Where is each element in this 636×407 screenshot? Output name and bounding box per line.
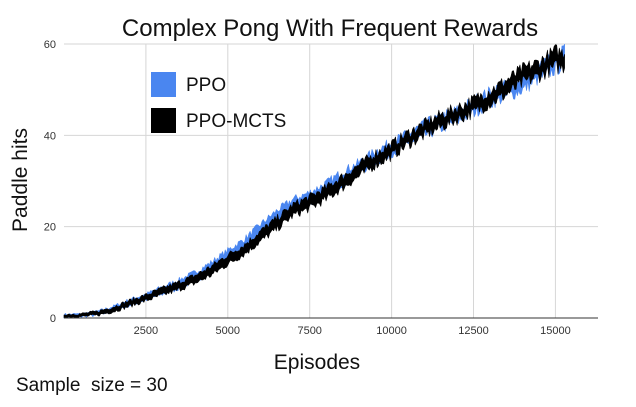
legend-label: PPO [186,75,226,96]
x-tick-label: 10000 [376,325,407,337]
legend: PPO PPO-MCTS [151,72,286,133]
chart-title: Complex Pong With Frequent Rewards [122,15,538,42]
y-tick-label: 0 [50,313,56,325]
series-band-ppo [63,43,565,319]
legend-label: PPO-MCTS [186,111,286,132]
series-bands [63,43,565,319]
y-tick-label: 40 [44,130,56,142]
legend-swatch [151,72,176,97]
x-tick-label: 15000 [540,325,571,337]
x-tick-label: 2500 [134,325,158,337]
y-tick-labels: 0 20 40 60 [44,39,56,325]
sample-size-note: Sample size = 30 [16,375,168,396]
legend-swatch [151,108,176,133]
y-tick-label: 60 [44,39,56,51]
x-axis-title: Episodes [274,351,360,374]
y-tick-label: 20 [44,222,56,234]
grid [64,43,598,318]
x-tick-label: 5000 [216,325,240,337]
x-tick-labels: 2500 5000 7500 10000 12500 15000 [134,325,571,337]
x-tick-label: 7500 [297,325,321,337]
y-axis-title: Paddle hits [9,128,32,232]
x-tick-label: 12500 [458,325,489,337]
series-band-ppo-mcts [63,44,565,319]
